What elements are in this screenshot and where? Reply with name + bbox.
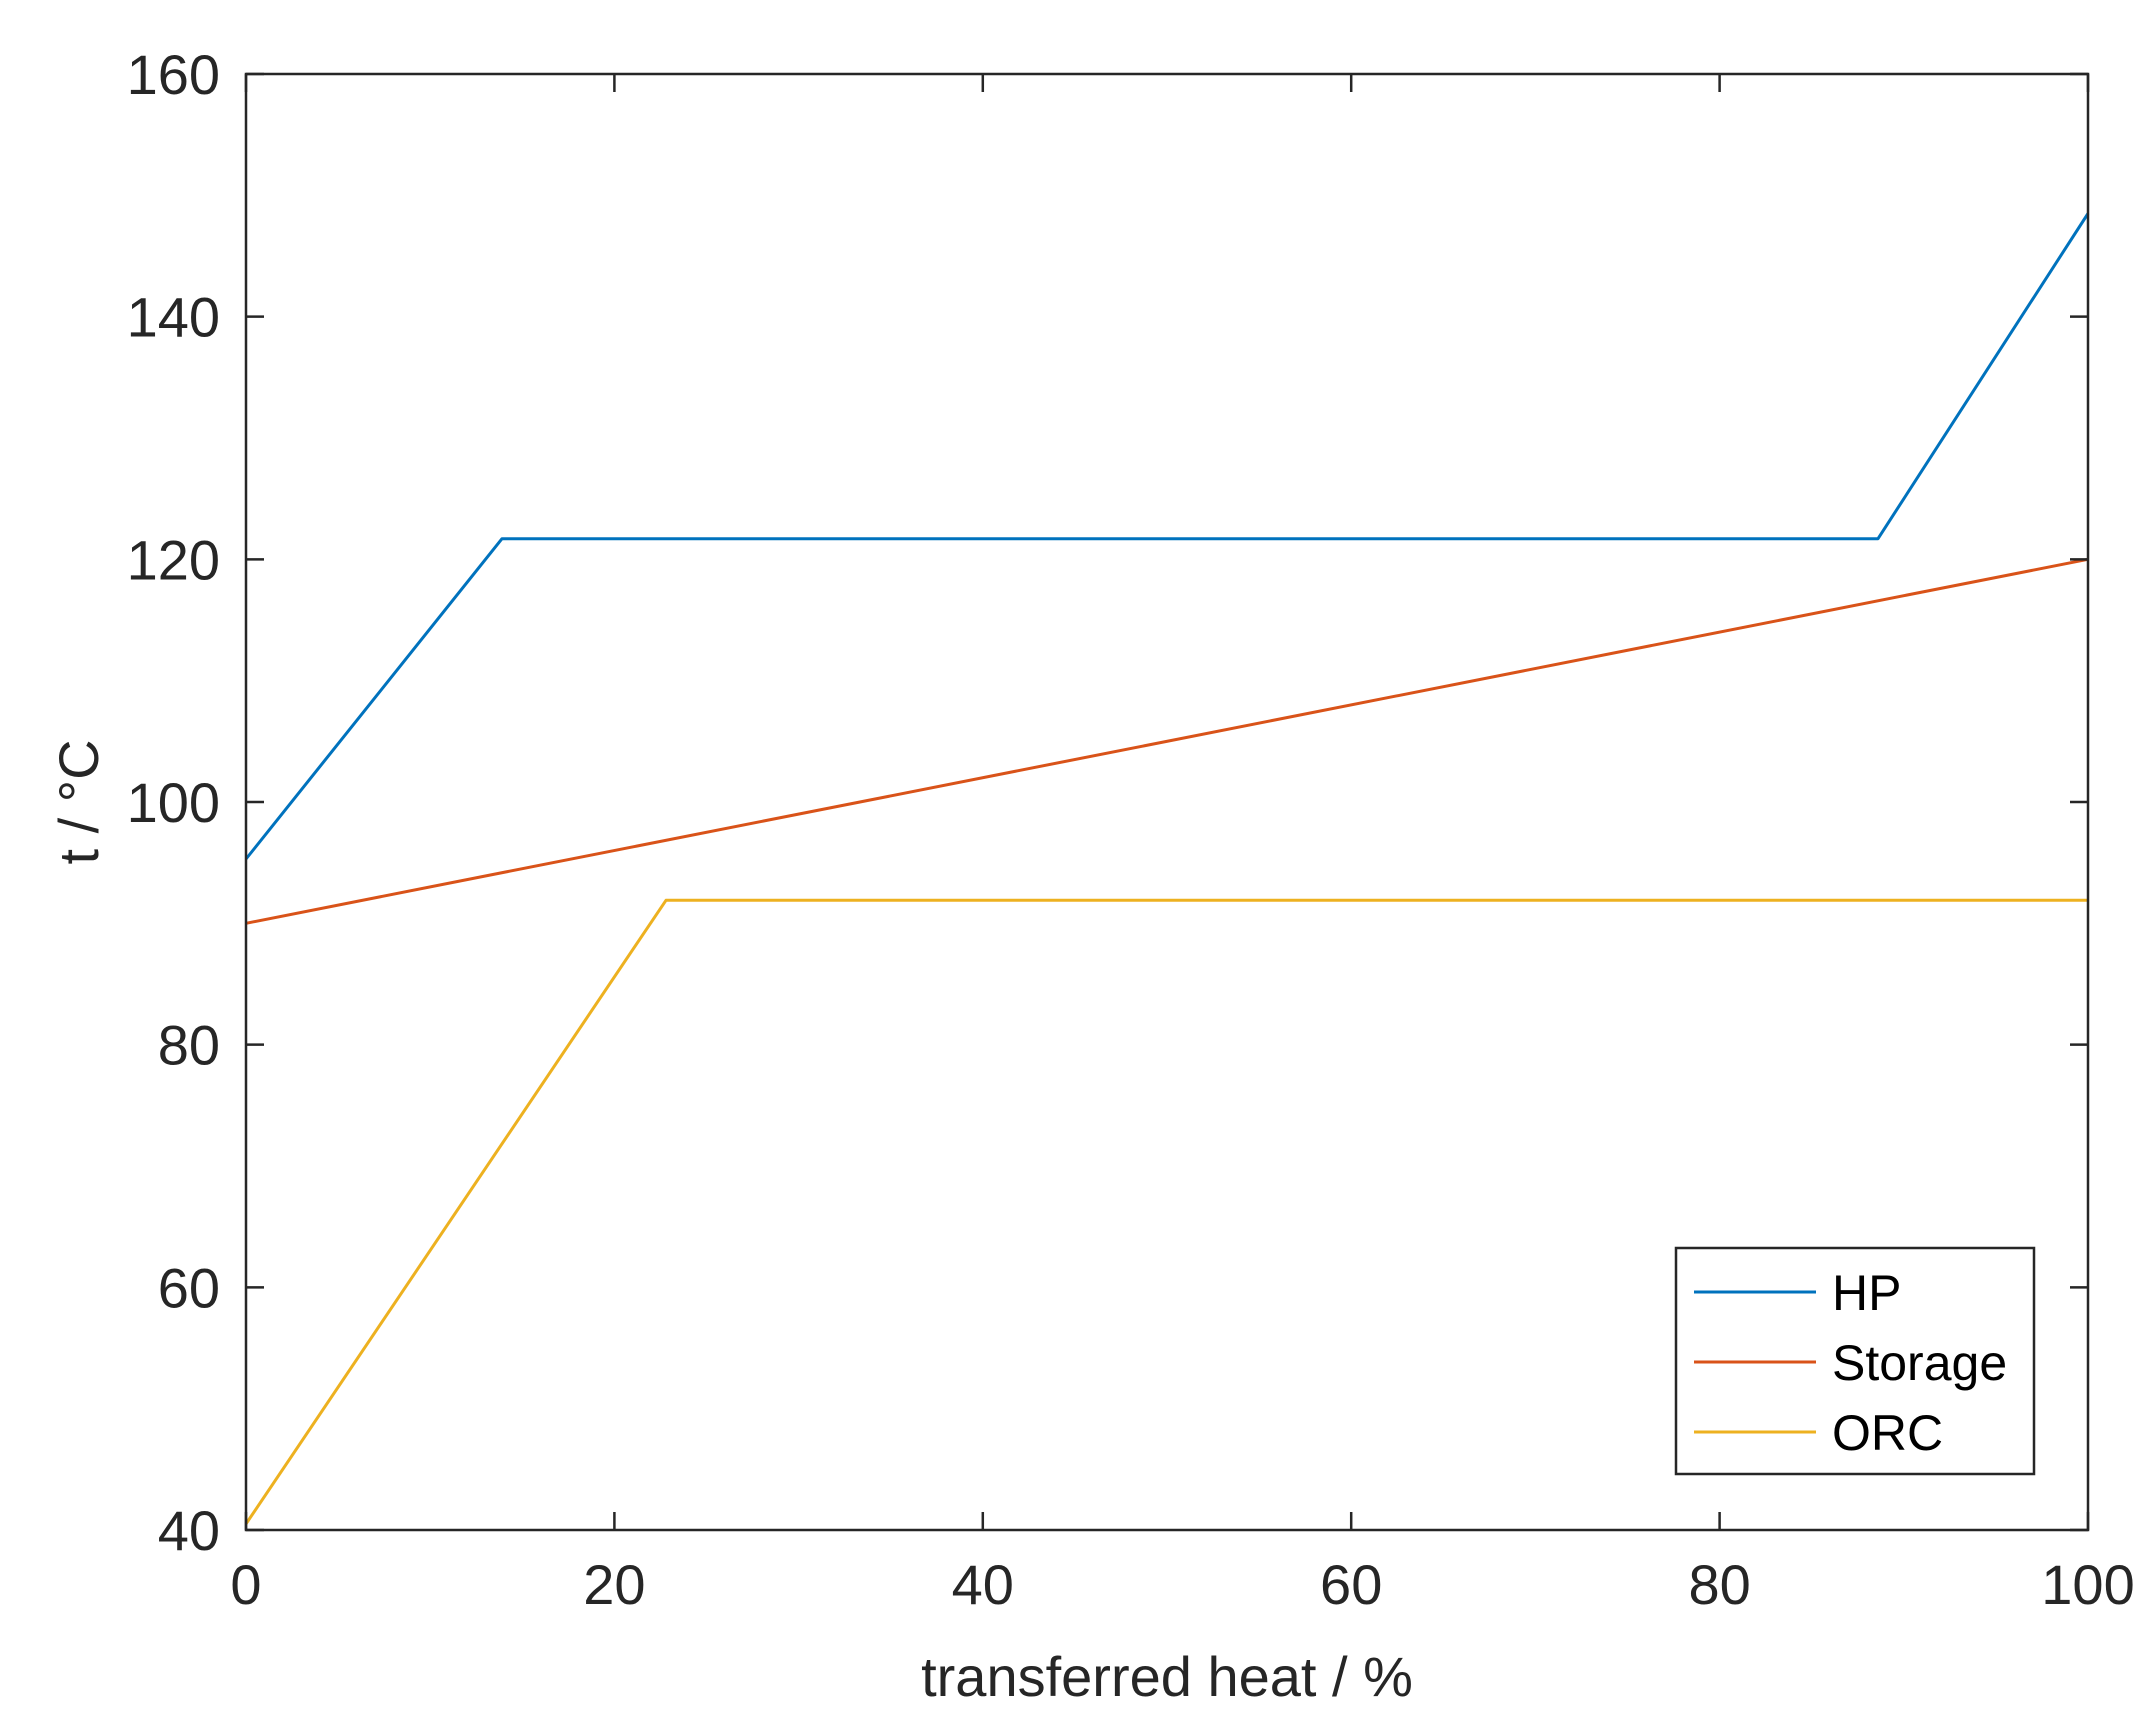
- x-tick-label: 100: [2041, 1553, 2134, 1616]
- y-tick-label: 80: [158, 1014, 220, 1077]
- y-tick-label: 40: [158, 1499, 220, 1562]
- series-layer: [244, 212, 2090, 1525]
- y-tick-label: 140: [127, 286, 220, 349]
- y-tick-label: 60: [158, 1256, 220, 1319]
- y-tick-label: 100: [127, 771, 220, 834]
- legend-label-hp: HP: [1832, 1265, 1901, 1321]
- x-tick-label: 60: [1320, 1553, 1382, 1616]
- x-tick-label: 20: [583, 1553, 645, 1616]
- series-line-hp: [244, 212, 2090, 860]
- legend: HP Storage ORC: [1674, 1246, 2036, 1476]
- legend-label-storage: Storage: [1832, 1335, 2007, 1391]
- series-line-storage: [245, 557, 2089, 925]
- x-axis-label: transferred heat / %: [921, 1645, 1413, 1708]
- y-tick-label: 120: [127, 528, 220, 591]
- ticks-layer: 0 20 40 60 80 100 40 60 80 100 120 140 160: [127, 43, 2135, 1616]
- x-tick-label: 0: [230, 1553, 261, 1616]
- y-tick-label: 160: [127, 43, 220, 106]
- y-axis-label: t / °C: [47, 739, 110, 864]
- x-tick-label: 80: [1688, 1553, 1750, 1616]
- legend-label-orc: ORC: [1832, 1405, 1943, 1461]
- x-tick-label: 40: [952, 1553, 1014, 1616]
- series-line-orc: [244, 898, 2088, 1525]
